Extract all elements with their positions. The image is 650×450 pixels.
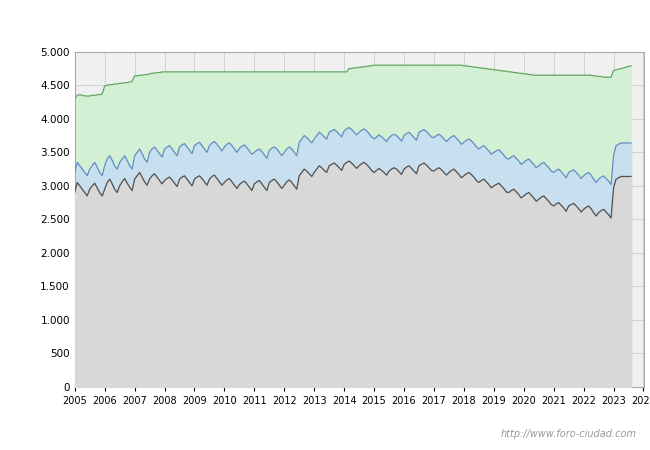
Text: Cox - Evolucion de la poblacion en edad de Trabajar Mayo de 2024: Cox - Evolucion de la poblacion en edad … (77, 17, 573, 30)
Text: http://www.foro-ciudad.com: http://www.foro-ciudad.com (501, 429, 637, 439)
